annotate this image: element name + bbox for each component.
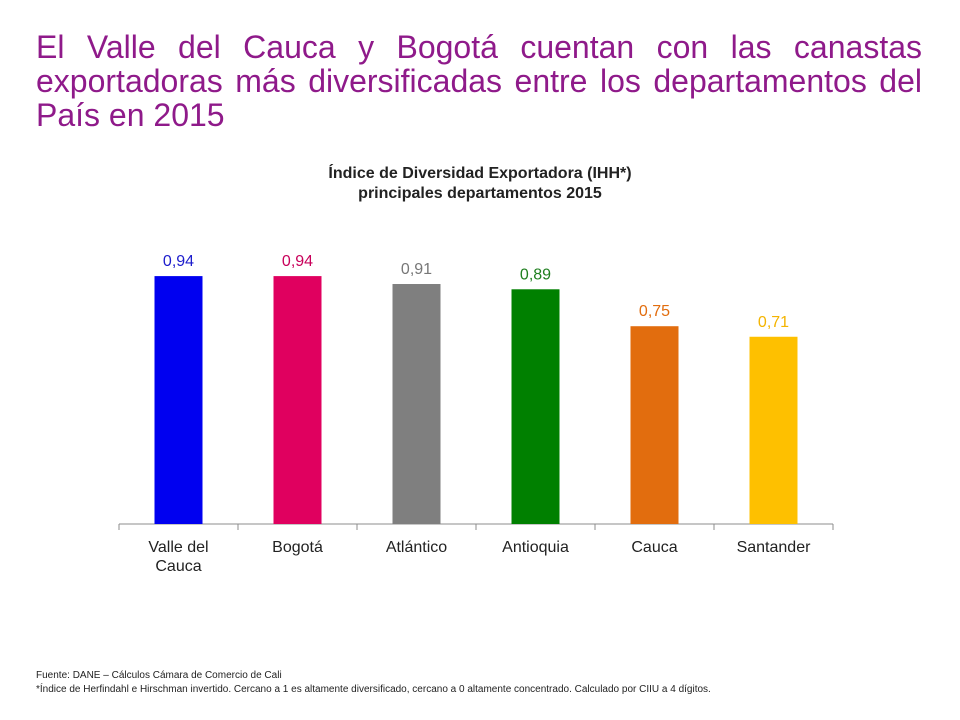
category-tick-label: Valle del Cauca — [148, 539, 208, 575]
category-tick-label: Santander — [737, 539, 812, 556]
bar — [511, 289, 560, 524]
data-label: 0,89 — [520, 266, 551, 283]
category-tick-line: Valle del — [148, 539, 208, 556]
data-label: 0,75 — [639, 303, 670, 320]
category-tick-line: Antioquia — [502, 539, 569, 556]
data-label: 0,91 — [401, 261, 432, 278]
data-label: 0,71 — [758, 314, 789, 331]
category-tick-label: Cauca — [631, 539, 677, 556]
chart-title-line-1: Índice de Diversidad Exportadora (IHH*) — [328, 165, 632, 182]
index-footnote: *Índice de Herfindahl e Hirschman invert… — [36, 684, 711, 695]
category-tick-label: Antioquia — [502, 539, 569, 556]
chart-title: Índice de Diversidad Exportadora (IHH*) … — [0, 164, 960, 204]
bar — [630, 326, 679, 524]
data-label: 0,94 — [282, 253, 313, 270]
category-tick-line: Bogotá — [272, 539, 323, 556]
data-label: 0,94 — [163, 253, 194, 270]
category-tick-label: Atlántico — [386, 539, 447, 556]
category-tick-line: Santander — [737, 539, 812, 556]
bar — [392, 284, 441, 524]
category-tick-line: Cauca — [155, 558, 201, 575]
category-tick-label: Bogotá — [272, 539, 323, 556]
source-note: Fuente: DANE – Cálculos Cámara de Comerc… — [36, 670, 282, 681]
category-tick-line: Atlántico — [386, 539, 447, 556]
bar — [749, 336, 798, 524]
footer: Fuente: DANE – Cálculos Cámara de Comerc… — [36, 669, 936, 697]
category-tick-line: Cauca — [631, 539, 677, 556]
bar — [273, 276, 322, 524]
chart-title-line-2: principales departamentos 2015 — [358, 185, 602, 202]
page-headline: El Valle del Cauca y Bogotá cuentan con … — [36, 29, 922, 133]
bar — [154, 276, 203, 524]
